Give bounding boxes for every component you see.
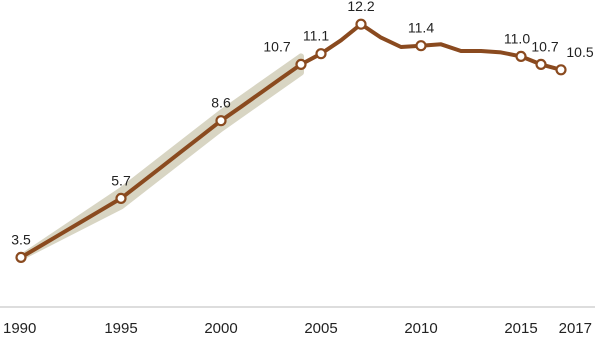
marker-2007: [355, 18, 367, 30]
data-label-1995: 5.7: [111, 172, 131, 188]
series-line-0: [19, 22, 563, 260]
marker-1990: [15, 251, 27, 263]
marker-1995: [115, 192, 127, 204]
marker-2000: [215, 115, 227, 127]
marker-2005: [315, 48, 327, 60]
x-tick-label-2017: 2017: [559, 320, 592, 337]
series-line-layer: [19, 22, 563, 260]
marker-2004: [295, 58, 307, 71]
x-tick-label-2010: 2010: [404, 320, 437, 337]
data-label-2015: 11.0: [504, 30, 530, 46]
marker-2016: [535, 58, 547, 71]
data-label-1990: 3.5: [11, 231, 31, 247]
data-label-2016: 10.7: [531, 38, 558, 54]
data-label-2004: 10.7: [263, 38, 290, 54]
data-label-layer: 3.55.78.610.711.112.211.411.0 10.7 10.5: [11, 0, 594, 247]
uncertainty-band-layer: [18, 53, 304, 261]
x-tick-label-2015: 2015: [504, 320, 537, 337]
x-tick-label-1995: 1995: [104, 320, 137, 337]
data-label-2007: 12.2: [347, 0, 374, 14]
marker-2010: [415, 40, 427, 52]
marker-layer: [15, 18, 567, 263]
x-tick-label-2005: 2005: [304, 320, 337, 337]
marker-2017: [555, 64, 567, 76]
data-label-2010: 11.4: [408, 20, 434, 36]
uncertainty-band: [18, 53, 304, 261]
marker-2015: [515, 50, 527, 63]
x-tick-label-1990: 1990: [3, 320, 36, 337]
data-label-2017: 10.5: [566, 44, 593, 60]
data-label-2005: 11.1: [303, 28, 329, 44]
x-tick-label-layer: 1990 1995 2000 2005 2010 2015 2017: [3, 320, 592, 337]
x-tick-label-2000: 2000: [204, 320, 237, 337]
data-label-2000: 8.6: [211, 95, 231, 111]
